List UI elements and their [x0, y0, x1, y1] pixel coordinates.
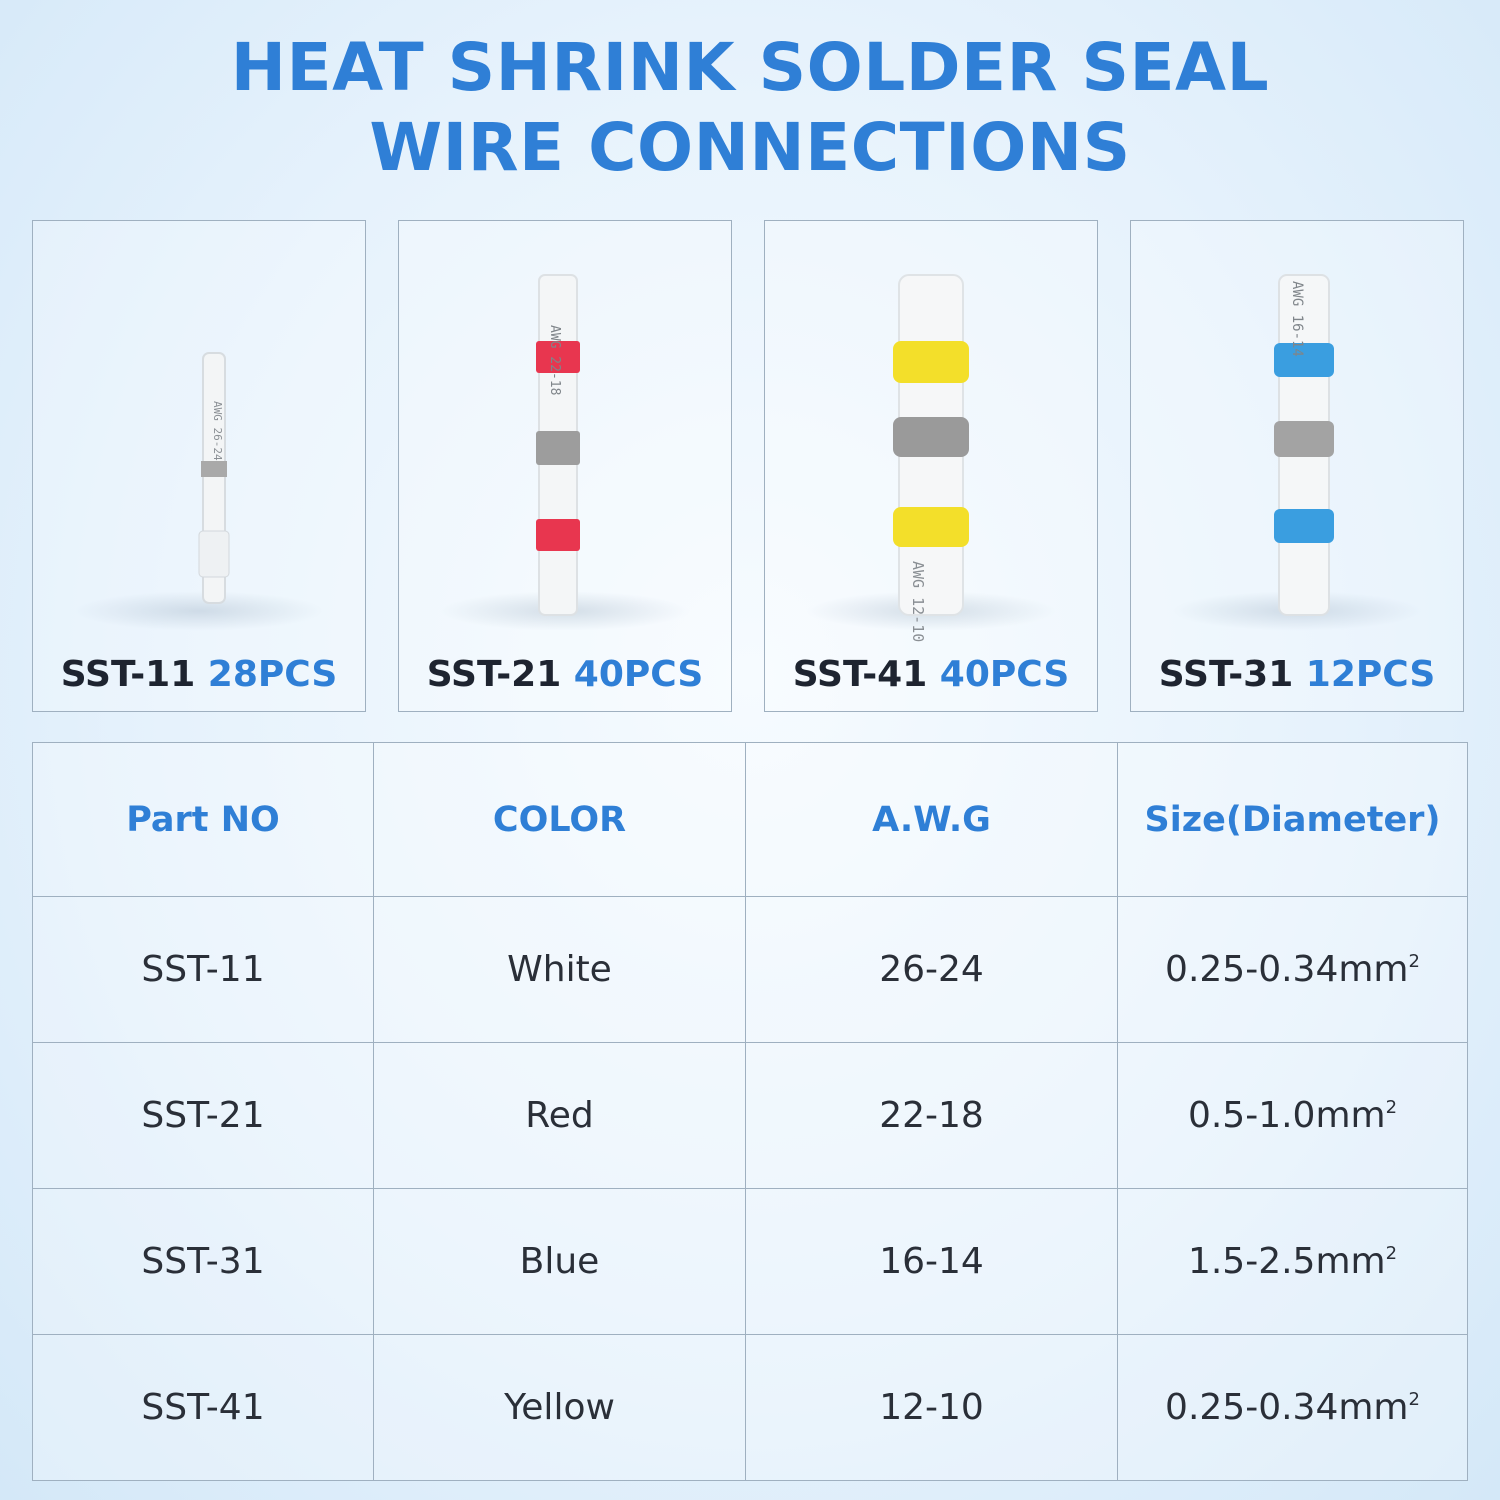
tube-text: AWG 26-24: [211, 401, 224, 461]
product-part-number: SST-41: [792, 654, 928, 695]
product-quantity: 40PCS: [573, 654, 704, 695]
product-quantity: 12PCS: [1305, 654, 1436, 695]
product-card-sst-31: AWG 16-14 SST-31 12PCS: [1130, 220, 1464, 712]
header-color: COLOR: [373, 742, 746, 897]
size-value: 1.5-2.5mm: [1187, 1241, 1386, 1282]
cell-part: SST-41: [32, 1334, 374, 1481]
cell-part: SST-31: [32, 1188, 374, 1335]
product-label: SST-21 40PCS: [399, 653, 731, 697]
cell-awg: 26-24: [745, 896, 1118, 1043]
product-image-red-connector: AWG 22-18: [536, 274, 580, 616]
cell-awg: 12-10: [745, 1334, 1118, 1481]
product-quantity: 40PCS: [939, 654, 1070, 695]
title-line-2: WIRE CONNECTIONS: [369, 109, 1131, 186]
cell-awg: 22-18: [745, 1042, 1118, 1189]
spec-table: Part NO COLOR A.W.G Size(Diameter) SST-1…: [32, 742, 1468, 1481]
size-value: 0.25-0.34mm: [1165, 949, 1409, 990]
product-card-sst-41: AWG 12-10 SST-41 40PCS: [764, 220, 1098, 712]
product-image-white-connector: AWG 26-24: [198, 352, 230, 604]
tube-text: AWG 16-14: [1289, 281, 1305, 357]
table-row: SST-21 Red 22-18 0.5-1.0mm2: [32, 1042, 1468, 1189]
product-image-blue-connector: AWG 16-14: [1274, 274, 1334, 616]
product-label: SST-41 40PCS: [765, 653, 1097, 697]
cell-part: SST-11: [32, 896, 374, 1043]
cell-size: 0.25-0.34mm2: [1117, 1334, 1468, 1481]
cell-awg: 16-14: [745, 1188, 1118, 1335]
product-card-sst-11: AWG 26-24 SST-11 28PCS: [32, 220, 366, 712]
cell-part: SST-21: [32, 1042, 374, 1189]
header-part-no: Part NO: [32, 742, 374, 897]
header-awg: A.W.G: [745, 742, 1118, 897]
product-quantity: 28PCS: [207, 654, 338, 695]
tube-text: AWG 12-10: [909, 561, 927, 642]
cell-color: Blue: [373, 1188, 746, 1335]
table-header-row: Part NO COLOR A.W.G Size(Diameter): [32, 742, 1468, 897]
product-part-number: SST-31: [1158, 654, 1294, 695]
product-part-number: SST-21: [426, 654, 562, 695]
tube-text: AWG 22-18: [547, 325, 562, 395]
page-title: HEAT SHRINK SOLDER SEAL WIRE CONNECTIONS: [0, 28, 1500, 188]
size-unit-superscript: 2: [1408, 1389, 1420, 1410]
cell-size: 1.5-2.5mm2: [1117, 1188, 1468, 1335]
size-unit-superscript: 2: [1385, 1097, 1398, 1118]
product-image-yellow-connector: AWG 12-10: [893, 274, 969, 642]
product-label: SST-31 12PCS: [1131, 653, 1463, 697]
table-row: SST-41 Yellow 12-10 0.25-0.34mm2: [32, 1334, 1468, 1481]
header-size: Size(Diameter): [1117, 742, 1468, 897]
product-label: SST-11 28PCS: [33, 653, 365, 697]
title-line-1: HEAT SHRINK SOLDER SEAL: [230, 29, 1270, 106]
cell-color: Yellow: [373, 1334, 746, 1481]
table-row: SST-11 White 26-24 0.25-0.34mm2: [32, 896, 1468, 1043]
size-value: 0.5-1.0mm: [1187, 1095, 1386, 1136]
product-shadow: [73, 591, 325, 631]
product-card-sst-21: AWG 22-18 SST-21 40PCS: [398, 220, 732, 712]
size-value: 0.25-0.34mm: [1165, 1387, 1409, 1428]
cell-size: 0.5-1.0mm2: [1117, 1042, 1468, 1189]
size-unit-superscript: 2: [1408, 951, 1420, 972]
cell-color: Red: [373, 1042, 746, 1189]
product-part-number: SST-11: [60, 654, 196, 695]
size-unit-superscript: 2: [1385, 1243, 1398, 1264]
table-row: SST-31 Blue 16-14 1.5-2.5mm2: [32, 1188, 1468, 1335]
cell-color: White: [373, 896, 746, 1043]
cell-size: 0.25-0.34mm2: [1117, 896, 1468, 1043]
